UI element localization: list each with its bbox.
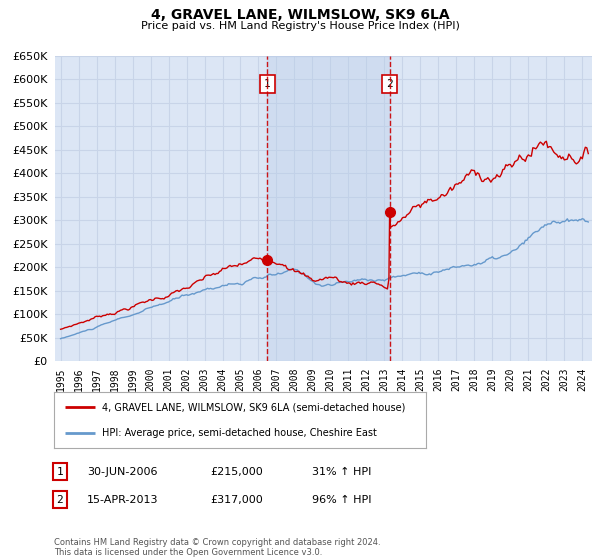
Text: 31% ↑ HPI: 31% ↑ HPI <box>312 466 371 477</box>
Text: HPI: Average price, semi-detached house, Cheshire East: HPI: Average price, semi-detached house,… <box>103 428 377 438</box>
Text: 4, GRAVEL LANE, WILMSLOW, SK9 6LA: 4, GRAVEL LANE, WILMSLOW, SK9 6LA <box>151 8 449 22</box>
Text: 30-JUN-2006: 30-JUN-2006 <box>87 466 157 477</box>
Text: 4, GRAVEL LANE, WILMSLOW, SK9 6LA (semi-detached house): 4, GRAVEL LANE, WILMSLOW, SK9 6LA (semi-… <box>103 402 406 412</box>
Text: £317,000: £317,000 <box>210 494 263 505</box>
Text: 2: 2 <box>386 79 393 89</box>
Text: Price paid vs. HM Land Registry's House Price Index (HPI): Price paid vs. HM Land Registry's House … <box>140 21 460 31</box>
Bar <box>268 56 389 361</box>
Text: 15-APR-2013: 15-APR-2013 <box>87 494 158 505</box>
Text: Contains HM Land Registry data © Crown copyright and database right 2024.
This d: Contains HM Land Registry data © Crown c… <box>54 538 380 557</box>
Text: £215,000: £215,000 <box>210 466 263 477</box>
Text: 96% ↑ HPI: 96% ↑ HPI <box>312 494 371 505</box>
Text: 1: 1 <box>264 79 271 89</box>
Text: 1: 1 <box>56 466 64 477</box>
Text: 2: 2 <box>56 494 64 505</box>
